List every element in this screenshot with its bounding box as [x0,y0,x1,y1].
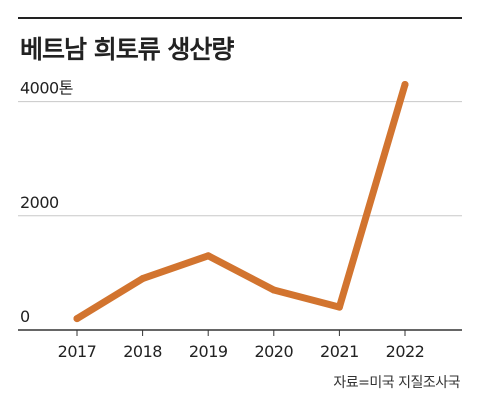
data-point [73,315,81,323]
x-tick-label: 2021 [320,342,359,361]
data-point [401,80,409,88]
x-tick-label: 2020 [254,342,293,361]
x-tick-label: 2017 [58,342,97,361]
y-tick-label: 2000 [20,193,59,212]
data-point [204,252,212,260]
y-tick-label: 0 [20,307,30,326]
x-tick-label: 2022 [386,342,425,361]
x-tick-label: 2019 [189,342,228,361]
data-point [139,275,147,283]
top-rule [18,17,462,19]
x-tick-label: 2018 [123,342,162,361]
series-line [73,80,409,323]
data-point [270,286,278,294]
y-tick-label: 4000톤 [20,79,73,98]
source-note: 자료=미국 지질조사국 [333,375,460,391]
data-point [335,303,343,311]
chart-title: 베트남 희토류 생산량 [20,35,234,64]
